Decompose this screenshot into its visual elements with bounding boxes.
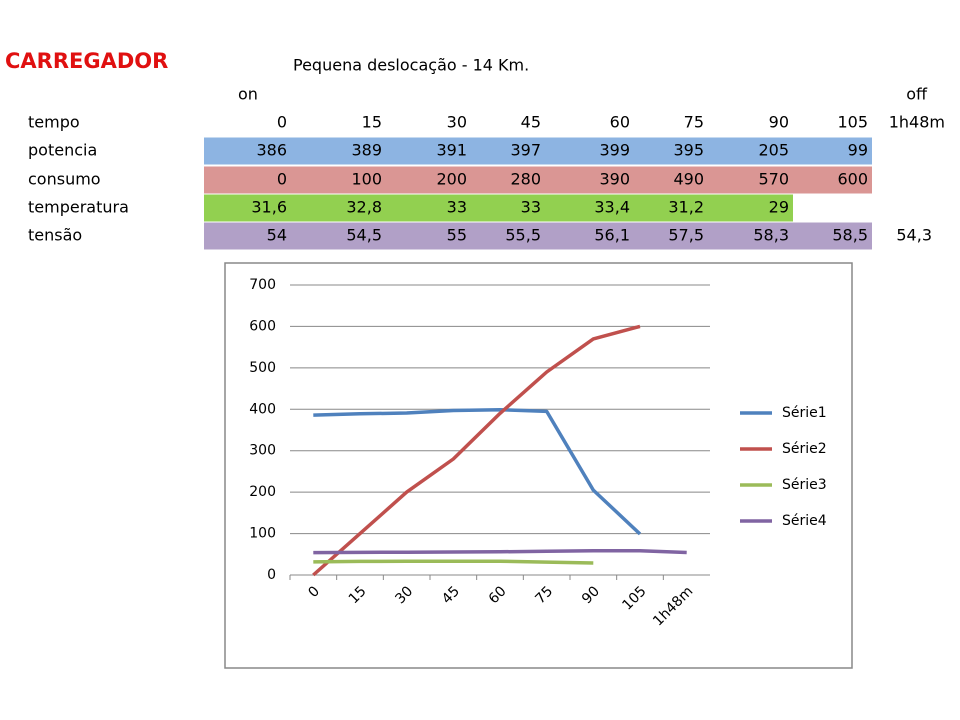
y-tick-label: 600 bbox=[249, 318, 276, 334]
cell: 397 bbox=[510, 141, 541, 160]
legend-label: Série2 bbox=[782, 441, 827, 457]
cell: 391 bbox=[436, 141, 467, 160]
cell: 105 bbox=[837, 113, 868, 132]
cell: 54,3 bbox=[896, 226, 932, 245]
cell: 60 bbox=[610, 113, 630, 132]
y-tick-label: 400 bbox=[249, 401, 276, 417]
cell: 33 bbox=[521, 198, 541, 217]
y-tick-label: 500 bbox=[249, 360, 276, 376]
row-background bbox=[204, 137, 872, 165]
cell: 55 bbox=[447, 226, 467, 245]
cell: 399 bbox=[599, 141, 630, 160]
cell: 54 bbox=[267, 226, 287, 245]
chart-frame bbox=[224, 262, 853, 669]
row-label: potencia bbox=[28, 141, 97, 160]
cell: 280 bbox=[510, 170, 541, 189]
cell: 54,5 bbox=[346, 226, 382, 245]
cell: 99 bbox=[848, 141, 868, 160]
cell: 100 bbox=[351, 170, 382, 189]
cell: 1h48m bbox=[889, 113, 945, 132]
cell: 33 bbox=[447, 198, 467, 217]
on-label: on bbox=[238, 85, 258, 104]
y-tick-label: 200 bbox=[249, 484, 276, 500]
cell: 90 bbox=[769, 113, 789, 132]
cell: 0 bbox=[277, 113, 287, 132]
cell: 386 bbox=[256, 141, 287, 160]
row-label: consumo bbox=[28, 170, 101, 189]
cell: 32,8 bbox=[346, 198, 382, 217]
cell: 31,2 bbox=[668, 198, 704, 217]
slide-title: CARREGADOR bbox=[5, 49, 168, 73]
cell: 395 bbox=[673, 141, 704, 160]
row-background bbox=[204, 222, 872, 250]
legend-label: Série1 bbox=[782, 405, 827, 421]
y-tick-label: 300 bbox=[249, 443, 276, 459]
row-label: temperatura bbox=[28, 198, 129, 217]
row-background bbox=[204, 194, 793, 222]
cell: 45 bbox=[521, 113, 541, 132]
cell: 57,5 bbox=[668, 226, 704, 245]
row-label: tempo bbox=[28, 113, 80, 132]
cell: 58,5 bbox=[832, 226, 868, 245]
cell: 0 bbox=[277, 170, 287, 189]
y-tick-label: 0 bbox=[267, 567, 276, 583]
cell: 390 bbox=[599, 170, 630, 189]
series-line bbox=[313, 549, 687, 555]
cell: 30 bbox=[447, 113, 467, 132]
cell: 58,3 bbox=[753, 226, 789, 245]
series-line bbox=[313, 407, 642, 536]
row-background bbox=[204, 166, 872, 194]
cell: 490 bbox=[673, 170, 704, 189]
cell: 55,5 bbox=[505, 226, 541, 245]
y-tick-label: 700 bbox=[249, 277, 276, 293]
y-tick-label: 100 bbox=[249, 526, 276, 542]
cell: 75 bbox=[684, 113, 704, 132]
cell: 31,6 bbox=[251, 198, 287, 217]
series-line bbox=[313, 559, 594, 565]
series-line bbox=[312, 324, 641, 577]
off-label: off bbox=[906, 85, 928, 104]
legend-label: Série3 bbox=[782, 477, 827, 493]
cell: 570 bbox=[758, 170, 789, 189]
legend-label: Série4 bbox=[782, 513, 827, 529]
cell: 389 bbox=[351, 141, 382, 160]
cell: 205 bbox=[758, 141, 789, 160]
cell: 29 bbox=[769, 198, 789, 217]
row-label: tensão bbox=[28, 226, 82, 245]
cell: 600 bbox=[837, 170, 868, 189]
cell: 33,4 bbox=[594, 198, 630, 217]
subtitle: Pequena deslocação - 14 Km. bbox=[293, 56, 529, 75]
cell: 56,1 bbox=[594, 226, 630, 245]
cell: 15 bbox=[362, 113, 382, 132]
cell: 200 bbox=[436, 170, 467, 189]
